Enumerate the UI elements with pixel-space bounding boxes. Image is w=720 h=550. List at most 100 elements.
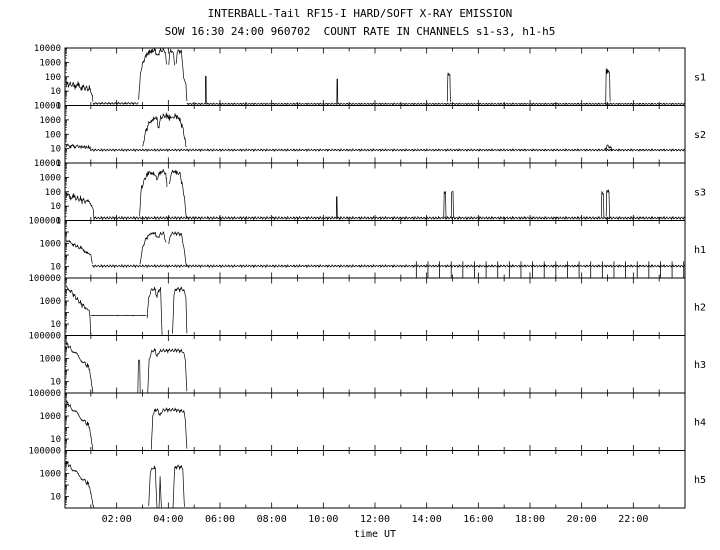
y-tick-label: 100000 <box>28 389 61 399</box>
trace-s2 <box>604 144 613 151</box>
y-tick-label: 100000 <box>28 217 61 227</box>
y-tick-label: 10 <box>50 320 61 330</box>
trace-s3 <box>600 191 605 219</box>
y-tick-label: 10 <box>50 202 61 212</box>
trace-h2 <box>146 286 163 336</box>
trace-h2 <box>172 286 188 334</box>
x-tick-label: 16:00 <box>463 514 493 525</box>
y-tick-label: 1000 <box>39 297 61 307</box>
panel-label: s1 <box>694 72 706 83</box>
x-tick-label: 08:00 <box>257 514 287 525</box>
panel-s2: 10000 1000 100 10 1 s2 <box>34 102 706 170</box>
trace-s3 <box>605 189 610 220</box>
y-tick-label: 1 <box>56 102 61 112</box>
panel-label: s2 <box>694 130 706 141</box>
panel-label: h1 <box>694 245 706 256</box>
y-tick-label: 1000 <box>39 240 61 250</box>
trace-h5 <box>65 460 95 509</box>
trace-h3 <box>147 348 188 393</box>
x-tick-label: 02:00 <box>102 514 132 525</box>
trace-s1 <box>65 80 94 102</box>
trace-h5 <box>148 465 158 509</box>
y-tick-label: 100000 <box>28 332 61 342</box>
y-tick-label: 100 <box>45 130 61 140</box>
y-tick-label: 1 <box>56 159 61 169</box>
y-tick-label: 10 <box>50 493 61 503</box>
y-tick-label: 1000 <box>39 470 61 480</box>
panel-h4: 100000 1000 10 h4 <box>28 389 706 451</box>
trace-s1 <box>446 72 451 102</box>
trace-s1 <box>336 78 339 104</box>
trace-s3 <box>93 215 686 221</box>
y-tick-label: 100 <box>45 73 61 83</box>
y-tick-label: 10000 <box>34 102 61 112</box>
x-tick-label: 20:00 <box>567 514 597 525</box>
panel-label: h3 <box>694 360 706 371</box>
trace-h3 <box>65 341 94 394</box>
trace-s3 <box>169 169 187 219</box>
panel-label: s3 <box>694 187 706 198</box>
y-tick-label: 10 <box>50 435 61 445</box>
panel-s3: 10000 1000 100 10 1 s3 <box>34 159 706 227</box>
y-tick-label: 10 <box>50 378 61 388</box>
panel-h1: 100000 1000 10 h1 <box>28 217 706 279</box>
panel-label: h2 <box>694 302 706 313</box>
trace-h3 <box>137 359 141 394</box>
trace-s1 <box>168 48 175 66</box>
y-tick-label: 1000 <box>39 116 61 126</box>
trace-s3 <box>450 191 454 218</box>
trace-s3 <box>139 168 168 216</box>
y-tick-label: 10000 <box>34 44 61 54</box>
y-tick-label: 1 <box>56 217 61 227</box>
trace-s3 <box>335 196 338 219</box>
x-tick-label: 04:00 <box>153 514 183 525</box>
y-tick-label: 1000 <box>39 173 61 183</box>
chart-subtitle: SOW 16:30 24:00 960702 COUNT RATE IN CHA… <box>164 25 556 38</box>
trace-h5 <box>158 476 162 509</box>
x-tick-label: 14:00 <box>412 514 442 525</box>
trace-s1 <box>92 101 139 106</box>
x-tick-label: 22:00 <box>618 514 648 525</box>
y-tick-label: 1000 <box>39 355 61 365</box>
trace-h5 <box>172 464 185 509</box>
chart-title: INTERBALL-Tail RF15-I HARD/SOFT X-RAY EM… <box>207 7 513 20</box>
trace-s1 <box>204 75 207 104</box>
x-tick-label: 18:00 <box>515 514 545 525</box>
panel-h5: 100000 1000 10 h5 <box>28 447 706 509</box>
x-tick-label: 12:00 <box>360 514 390 525</box>
trace-h4 <box>150 407 188 450</box>
trace-h1 <box>168 231 187 267</box>
x-axis-label: time UT <box>354 529 396 540</box>
trace-h2 <box>90 314 147 317</box>
trace-s1 <box>175 49 188 102</box>
trace-h4 <box>65 400 94 451</box>
x-tick-label: 06:00 <box>205 514 235 525</box>
panel-s1: 10000 1000 100 10 1 s1 <box>34 44 706 112</box>
trace-s1 <box>605 68 611 104</box>
panel-h2: 100000 1000 10 h2 <box>28 274 706 336</box>
y-tick-label: 10 <box>50 145 61 155</box>
y-tick-label: 100000 <box>28 274 61 284</box>
trace-s1 <box>186 102 686 106</box>
trace-s2 <box>65 143 92 152</box>
trace-s2 <box>90 148 686 152</box>
y-tick-label: 1000 <box>39 412 61 422</box>
y-tick-label: 10000 <box>34 159 61 169</box>
trace-h1 <box>65 240 93 264</box>
trace-h2 <box>65 285 92 336</box>
y-tick-label: 100000 <box>28 447 61 457</box>
trace-s3 <box>65 192 95 220</box>
panel-label: h5 <box>694 475 706 486</box>
trace-h1 <box>92 264 686 268</box>
trace-h1 <box>139 231 167 265</box>
trace-s1 <box>138 47 167 100</box>
panel-label: h4 <box>694 417 706 428</box>
trace-s3 <box>443 191 447 219</box>
y-tick-label: 100 <box>45 188 61 198</box>
x-tick-label: 10:00 <box>308 514 338 525</box>
y-tick-label: 10 <box>50 87 61 97</box>
trace-s2 <box>142 112 188 147</box>
y-tick-label: 1000 <box>39 58 61 68</box>
